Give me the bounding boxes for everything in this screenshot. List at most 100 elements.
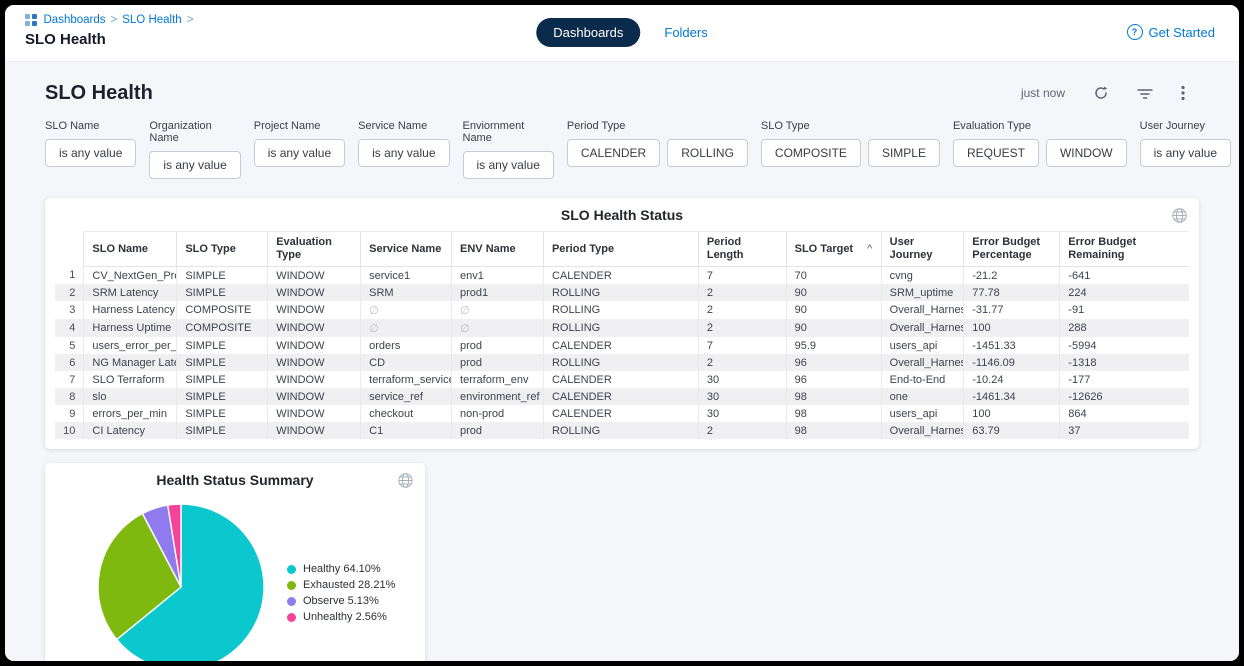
column-header-service-name[interactable]: Service Name bbox=[360, 231, 452, 267]
legend-item-observe[interactable]: Observe 5.13% bbox=[287, 593, 395, 609]
cell-slo-name: SLO Terraform bbox=[83, 371, 177, 388]
filter-button-rolling[interactable]: ROLLING bbox=[667, 139, 748, 167]
tab-folders[interactable]: Folders bbox=[664, 25, 708, 40]
cell-period-length: 2 bbox=[697, 301, 787, 319]
legend-item-exhausted[interactable]: Exhausted 28.21% bbox=[287, 577, 395, 593]
filter-button-is-any-value[interactable]: is any value bbox=[1139, 139, 1231, 167]
filter-button-window[interactable]: WINDOW bbox=[1045, 139, 1127, 167]
cell-service-name: service_ref bbox=[360, 388, 452, 405]
cell-period-length: 7 bbox=[697, 266, 787, 284]
breadcrumb-dashboards[interactable]: Dashboards bbox=[43, 14, 106, 26]
dashboard-content: SLO Health just now SLO Name is any value… bbox=[5, 62, 1239, 661]
table-row[interactable]: 9 errors_per_min SIMPLE WINDOW checkout non-p… bbox=[55, 405, 1189, 422]
table-row[interactable]: 8 slo SIMPLE WINDOW service_ref environment_r… bbox=[55, 388, 1189, 405]
column-header-evaluation-type[interactable]: Evaluation Type bbox=[267, 231, 361, 267]
cell-error-budget-remaining: 864 bbox=[1059, 405, 1189, 422]
cell-env-name: prod1 bbox=[451, 284, 544, 301]
cell-service-name: terraform_service bbox=[360, 371, 452, 388]
legend-item-unhealthy[interactable]: Unhealthy 2.56% bbox=[287, 609, 395, 625]
filter-label: Project Name bbox=[253, 120, 321, 132]
filter-bar: SLO Name is any value Organization Name is … bbox=[45, 120, 1231, 179]
cell-period-length: 2 bbox=[697, 354, 787, 371]
column-header-period-type[interactable]: Period Type bbox=[542, 231, 699, 267]
filter-button-request[interactable]: REQUEST bbox=[952, 139, 1039, 167]
column-header-label: Service Name bbox=[369, 242, 442, 255]
filter-label: User Journey bbox=[1139, 120, 1206, 132]
filter-button-is-any-value[interactable]: is any value bbox=[358, 139, 450, 167]
column-header-slo-type[interactable]: SLO Type bbox=[176, 231, 268, 267]
cell-slo-type: COMPOSITE bbox=[176, 319, 268, 337]
table-row[interactable]: 7 SLO Terraform SIMPLE WINDOW terraform_serv… bbox=[55, 371, 1189, 388]
table-row[interactable]: 2 SRM Latency SIMPLE WINDOW SRM prod1 ROLLING 2… bbox=[55, 284, 1189, 301]
table-row[interactable]: 10 CI Latency SIMPLE WINDOW C1 prod ROLLING 2 98… bbox=[55, 422, 1189, 439]
filter-button-is-any-value[interactable]: is any value bbox=[149, 151, 241, 179]
health-status-summary-card: Health Status Summary Healthy 64.10% Exha… bbox=[45, 463, 425, 661]
table-row[interactable]: 5 users_error_per_minSIMPLEWINDOWorderspr… bbox=[55, 337, 1189, 354]
cell-error-budget-percentage: -1451.33 bbox=[963, 337, 1060, 354]
row-number: 8 bbox=[69, 390, 76, 403]
sort-ascending-icon[interactable]: ^ bbox=[867, 242, 873, 255]
filter-button-simple[interactable]: SIMPLE bbox=[867, 139, 940, 167]
cell-slo-target: 70 bbox=[785, 266, 882, 284]
filter-button-is-any-value[interactable]: is any value bbox=[253, 139, 346, 167]
cell-error-budget-percentage: 100 bbox=[963, 405, 1060, 422]
row-number: 10 bbox=[63, 424, 76, 437]
filter-group-period-type: Period Type CALENDER ROLLING bbox=[566, 120, 748, 179]
column-header-period-length[interactable]: Period Length bbox=[697, 231, 787, 267]
pie-slice-healthy[interactable] bbox=[115, 503, 265, 661]
cell-period-type: ROLLING bbox=[542, 354, 699, 371]
globe-icon[interactable] bbox=[398, 473, 413, 493]
pie-slice-exhausted[interactable] bbox=[97, 512, 182, 641]
cell-slo-type: SIMPLE bbox=[176, 422, 268, 439]
table-row[interactable]: 3 Harness Latency COMPOSITE WINDOW ∅ ∅ ROLLING… bbox=[55, 301, 1189, 319]
column-header-env-name[interactable]: ENV Name bbox=[451, 231, 544, 267]
cell-slo-target: 98 bbox=[785, 388, 882, 405]
cell-env-name: non-prod bbox=[451, 405, 544, 422]
cell-service-name: service1 bbox=[360, 266, 452, 284]
column-header-slo-name[interactable]: SLO Name bbox=[83, 231, 177, 267]
cell-evaluation-type: WINDOW bbox=[267, 422, 361, 439]
cell-evaluation-type: WINDOW bbox=[267, 337, 361, 354]
cell-period-type: ROLLING bbox=[542, 284, 699, 301]
row-number: 4 bbox=[69, 322, 76, 334]
cell-slo-name: CI Latency bbox=[83, 422, 177, 439]
table-row[interactable]: 4 Harness Uptime COMPOSITE WINDOW ∅ ∅ ROLLING 2… bbox=[55, 319, 1189, 337]
filter-label: Service Name bbox=[358, 120, 428, 132]
cell-slo-target: 98 bbox=[785, 405, 882, 422]
column-header-error-budget-remaining[interactable]: Error Budget Remaining bbox=[1059, 231, 1189, 267]
column-header-label: Evaluation Type bbox=[276, 236, 332, 261]
globe-icon[interactable] bbox=[1172, 208, 1187, 228]
cell-error-budget-percentage: 77.78 bbox=[963, 284, 1060, 301]
breadcrumb-separator: > bbox=[186, 14, 194, 26]
filter-button-is-any-value[interactable]: is any value bbox=[462, 151, 554, 179]
cell-slo-target: 95.9 bbox=[785, 337, 882, 354]
filter-button-calender[interactable]: CALENDER bbox=[566, 139, 661, 167]
breadcrumb-slo-health[interactable]: SLO Health bbox=[122, 14, 182, 26]
filter-button-is-any-value[interactable]: is any value bbox=[45, 139, 137, 167]
filter-button-composite[interactable]: COMPOSITE bbox=[760, 139, 861, 167]
cell-period-type: CALENDER bbox=[542, 371, 699, 388]
filter-icon[interactable] bbox=[1137, 86, 1153, 100]
cell-slo-type: SIMPLE bbox=[176, 371, 268, 388]
more-options-icon[interactable] bbox=[1181, 85, 1185, 101]
legend-dot bbox=[287, 564, 296, 574]
column-header-label: Error Budget Percentage bbox=[972, 236, 1041, 261]
cell-user-journey: users_api bbox=[880, 337, 964, 354]
pie-slice-unhealthy[interactable] bbox=[166, 503, 182, 588]
tab-dashboards[interactable]: Dashboards bbox=[536, 18, 641, 47]
table-row[interactable]: 1 CV_NextGen_ProdSIMPLEWINDOWservice1env1… bbox=[55, 266, 1189, 284]
column-header-slo-target[interactable]: SLO Target ^ bbox=[785, 231, 882, 267]
legend-item-healthy[interactable]: Healthy 64.10% bbox=[287, 561, 395, 577]
legend-label: Healthy 64.10% bbox=[303, 563, 381, 575]
column-header-error-budget-percentage[interactable]: Error Budget Percentage bbox=[963, 231, 1060, 267]
help-icon: ? bbox=[1126, 24, 1143, 40]
get-started-link[interactable]: ? Get Started bbox=[1126, 24, 1215, 40]
column-header-user-journey[interactable]: User Journey bbox=[880, 231, 964, 267]
table-body: 1CV_NextGen_ProdSIMPLEWINDOWservice1env1… bbox=[55, 266, 1189, 439]
get-started-label: Get Started bbox=[1148, 24, 1215, 40]
cell-evaluation-type: WINDOW bbox=[267, 354, 361, 371]
table-row[interactable]: 6 NG Manager LatencySIMPLEWINDOWCDprodROL… bbox=[55, 354, 1189, 371]
refresh-icon[interactable] bbox=[1093, 85, 1109, 101]
health-status-pie-chart[interactable] bbox=[95, 501, 267, 661]
row-number: 6 bbox=[69, 356, 76, 369]
